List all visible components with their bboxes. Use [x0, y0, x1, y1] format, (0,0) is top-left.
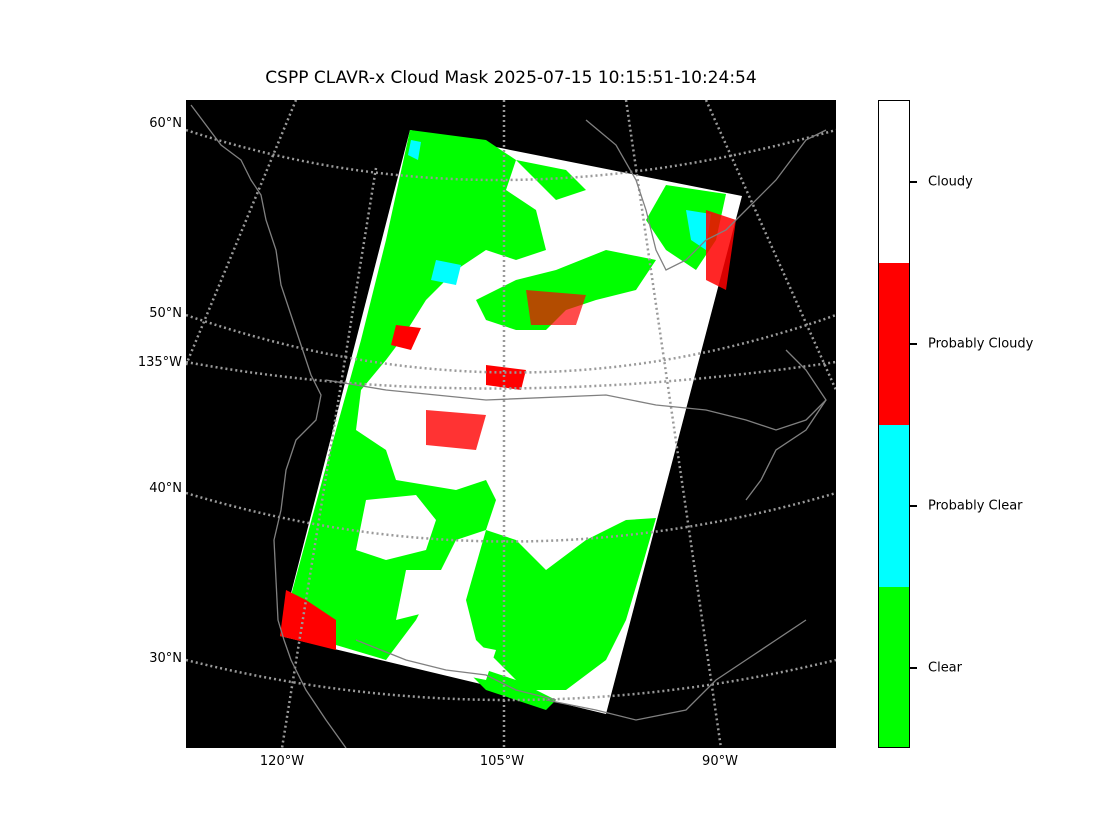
- lat-label-60n: 60°N: [149, 116, 182, 131]
- swath-probably-clear-3: [408, 140, 421, 160]
- colorbar-clear-swatch: [879, 587, 909, 747]
- swath-probably-cloudy-plains: [526, 290, 586, 325]
- colorbar-probably-cloudy-swatch: [879, 263, 909, 425]
- atlantic-coast: [745, 349, 827, 501]
- colorbar-tick-probably-clear: [910, 505, 917, 507]
- us-canada-border: [325, 379, 827, 431]
- pacific-coastline: [190, 104, 347, 748]
- coastlines: [190, 104, 827, 748]
- map-title: CSPP CLAVR-x Cloud Mask 2025-07-15 10:15…: [265, 68, 757, 88]
- swath-probably-clear-2: [431, 260, 461, 285]
- swath-cloud-patch-1: [356, 495, 436, 560]
- lat-label-50n: 50°N: [149, 306, 182, 321]
- map-plot: [186, 100, 836, 748]
- colorbar-label-cloudy: Cloudy: [928, 174, 973, 190]
- swath-probably-cloudy-southwest: [280, 590, 336, 650]
- colorbar-tick-clear: [910, 667, 917, 669]
- swath: [280, 130, 742, 714]
- gridline-lon-90w: [624, 100, 723, 748]
- lon-label-135w: 135°W: [137, 355, 182, 370]
- lat-label-30n: 30°N: [149, 651, 182, 666]
- colorbar-cloudy-swatch: [879, 101, 909, 263]
- swath-clear-north: [516, 160, 586, 200]
- lon-label-120w: 120°W: [259, 754, 305, 769]
- colorbar-label-probably-clear: Probably Clear: [928, 498, 1023, 514]
- graticule: [186, 100, 836, 748]
- lon-label-105w: 105°W: [479, 754, 525, 769]
- gridline-lat-30: [186, 658, 836, 702]
- map-canvas: [186, 100, 836, 748]
- colorbar-tick-probably-cloudy: [910, 343, 917, 345]
- swath-cloud-patch-2: [396, 570, 446, 620]
- gulf-coast: [545, 619, 807, 721]
- swath-probably-cloudy-north: [391, 325, 421, 350]
- colorbar-label-clear: Clear: [928, 660, 962, 676]
- lat-label-40n: 40°N: [149, 481, 182, 496]
- swath-clear-central: [476, 250, 656, 330]
- us-mexico-border: [355, 639, 557, 701]
- hudson-bay-coast: [585, 119, 827, 271]
- lon-label-90w: 90°W: [702, 754, 738, 769]
- swath-clear-west: [280, 130, 546, 660]
- colorbar-label-probably-cloudy: Probably Cloudy: [928, 336, 1034, 352]
- colorbar: [878, 100, 910, 748]
- swath-probably-cloudy-midwest: [426, 410, 486, 450]
- swath-clear-southeast: [466, 518, 656, 690]
- colorbar-probably-clear-swatch: [879, 425, 909, 587]
- swath-probably-clear-1: [686, 210, 711, 250]
- colorbar-tick-cloudy: [910, 181, 917, 183]
- swath-probably-cloudy-east: [706, 210, 736, 290]
